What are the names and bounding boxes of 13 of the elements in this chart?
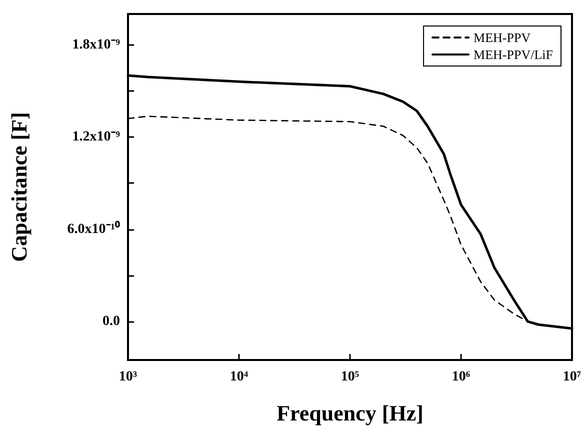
legend-label: MEH-PPV/LiF — [474, 47, 554, 62]
x-tick-label: 10⁷ — [562, 370, 582, 384]
y-tick-label: 0.0 — [102, 314, 120, 330]
x-tick-label: 10⁶ — [452, 370, 470, 384]
x-tick-label: 10³ — [118, 370, 138, 384]
y-tick-label: 1.8x10⁻⁹ — [72, 37, 120, 52]
y-tick-label: 1.2x10⁻⁹ — [72, 130, 120, 145]
x-tick-label: 10⁴ — [230, 370, 249, 384]
x-tick-label: 10⁵ — [340, 370, 360, 384]
x-axis-title: Frequency [Hz] — [276, 400, 424, 426]
legend-label: MEH-PPV — [474, 30, 532, 45]
y-tick-label: 6.0x10⁻¹⁰ — [67, 220, 120, 237]
y-axis-title: Capacitance [F] — [6, 112, 32, 262]
